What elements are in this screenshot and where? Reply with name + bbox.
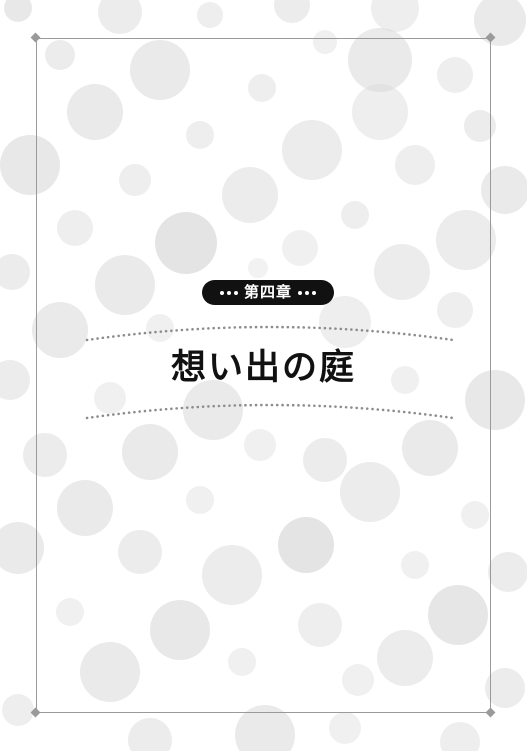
dotted-arc-top (85, 325, 455, 342)
badge-dots-right (298, 290, 316, 295)
page-frame (36, 38, 491, 713)
chapter-label: 第四章 (243, 283, 292, 301)
chapter-title: 想い出の庭 (170, 348, 356, 388)
badge-dots-left (219, 290, 238, 295)
dotted-arc-bottom (85, 403, 455, 420)
chapter-number-badge: 第四章 (202, 280, 334, 305)
